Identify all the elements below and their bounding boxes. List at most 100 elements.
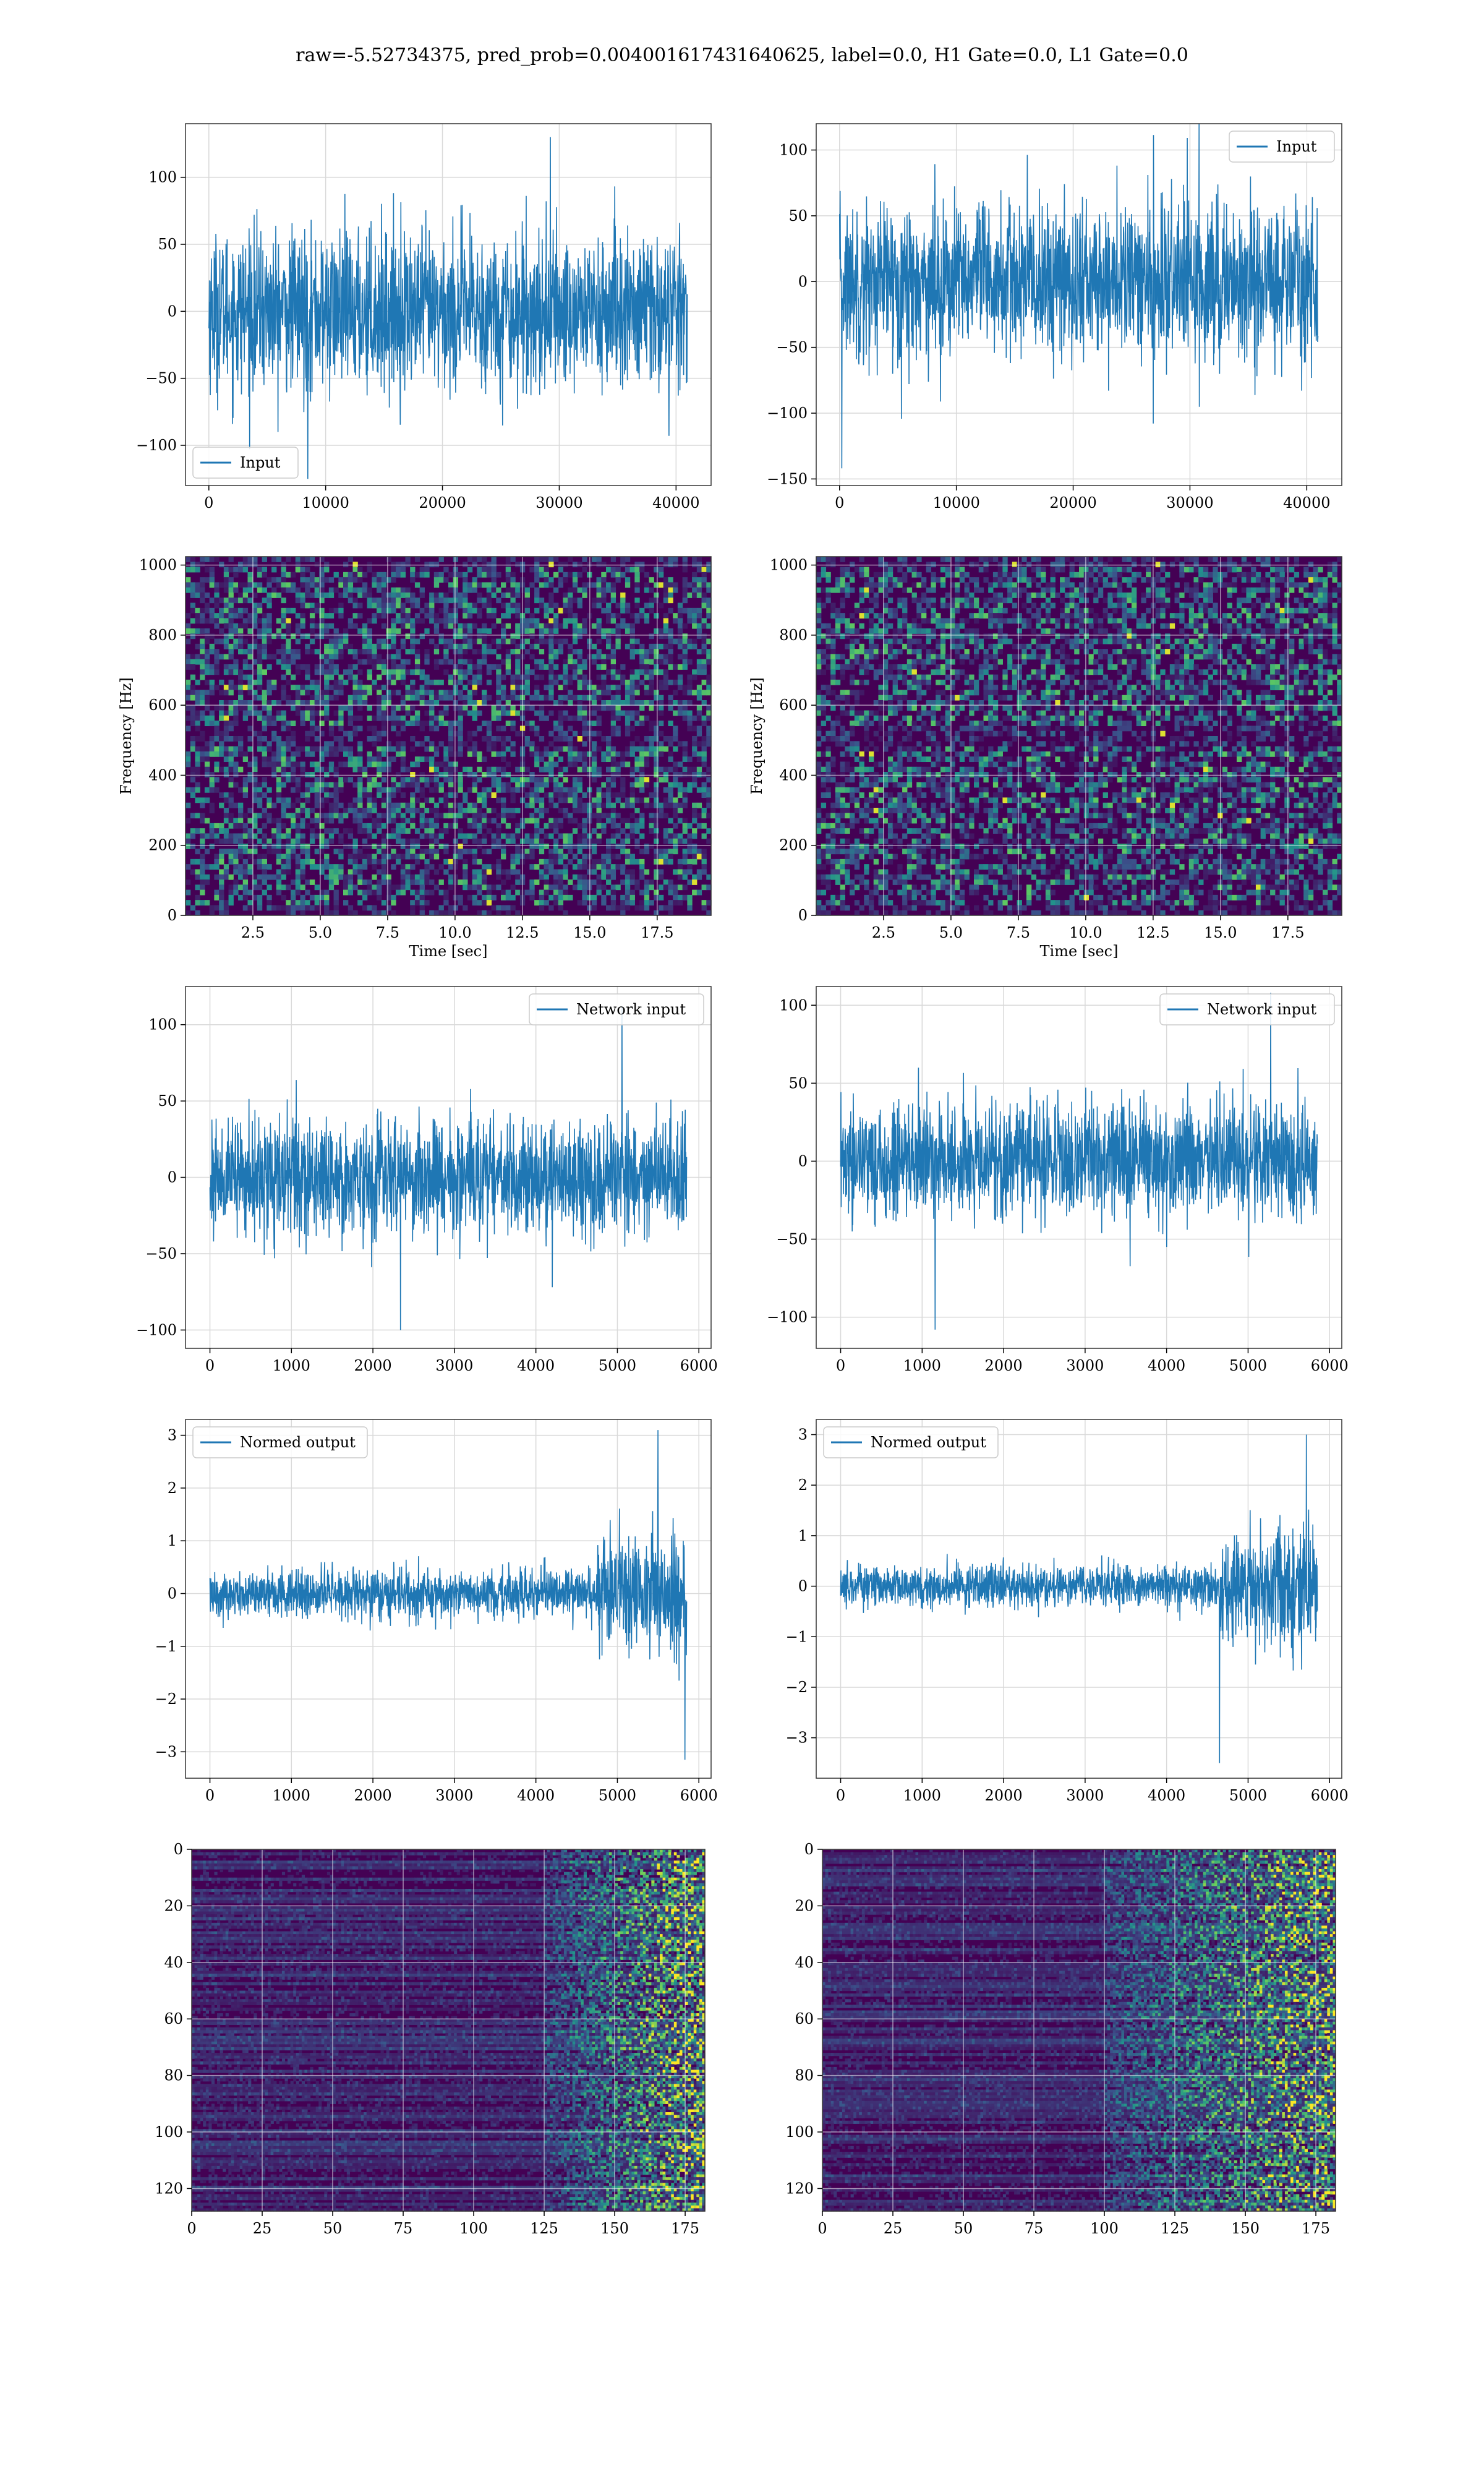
heatmap-cell [568, 813, 573, 818]
heatmap-cell [338, 813, 343, 818]
heatmap-cell [281, 803, 286, 808]
heatmap-cell [639, 823, 644, 829]
heatmap-cell [544, 761, 549, 767]
heatmap-cell [357, 797, 362, 803]
heatmap-cell [702, 644, 707, 649]
heatmap-cell [257, 588, 262, 593]
heatmap-cell [573, 828, 578, 834]
heatmap-cell [573, 797, 578, 803]
heatmap-cell [296, 751, 301, 757]
heatmap-cell [372, 818, 377, 824]
heatmap-cell [377, 782, 382, 788]
heatmap-cell [238, 751, 243, 757]
heatmap-cell [415, 639, 420, 644]
heatmap-cell [515, 654, 520, 659]
heatmap-cell [195, 659, 200, 665]
heatmap-cell [563, 736, 568, 742]
heatmap-cell [458, 777, 463, 782]
heatmap-cell [668, 782, 673, 788]
heatmap-cell [525, 669, 530, 675]
heatmap-cell [329, 639, 334, 644]
heatmap-cell [597, 797, 602, 803]
heatmap-cell [697, 669, 702, 675]
heatmap-cell [210, 582, 215, 588]
heatmap-cell [510, 577, 515, 583]
heatmap-cell [200, 731, 205, 737]
heatmap-cell [424, 685, 429, 690]
heatmap-cell [472, 623, 477, 629]
heatmap-cell [506, 639, 511, 644]
heatmap-cell [219, 597, 224, 603]
heatmap-cell [305, 675, 310, 680]
heatmap-cell [606, 608, 611, 614]
heatmap-cell [553, 726, 558, 731]
heatmap-cell [434, 628, 439, 634]
heatmap-cell [615, 716, 620, 721]
heatmap-cell [615, 613, 620, 618]
heatmap-cell [305, 690, 310, 695]
heatmap-cell [338, 649, 343, 654]
heatmap-cell [553, 572, 558, 578]
heatmap-cell [510, 675, 515, 680]
heatmap-cell [195, 582, 200, 588]
heatmap-cell [377, 690, 382, 695]
heatmap-cell [654, 597, 659, 603]
heatmap-cell [243, 618, 248, 623]
heatmap-cell [578, 664, 582, 670]
heatmap-cell [386, 767, 391, 773]
heatmap-cell [634, 572, 639, 578]
heatmap-cell [190, 828, 195, 834]
heatmap-cell [458, 787, 463, 793]
heatmap-cell [276, 736, 281, 742]
heatmap-cell [329, 659, 334, 665]
heatmap-cell [324, 669, 329, 675]
heatmap-cell [611, 747, 616, 752]
heatmap-cell [501, 639, 506, 644]
heatmap-cell [338, 741, 343, 747]
heatmap-cell [281, 623, 286, 629]
heatmap-cell [238, 818, 243, 824]
heatmap-cell [448, 782, 453, 788]
heatmap-cell [315, 669, 320, 675]
heatmap-cell [467, 664, 472, 670]
heatmap-cell [410, 782, 415, 788]
heatmap-cell [615, 639, 620, 644]
heatmap-cell [644, 664, 649, 670]
heatmap-cell [472, 803, 477, 808]
heatmap-cell [606, 690, 611, 695]
heatmap-cell [386, 603, 391, 609]
heatmap-cell [291, 818, 296, 824]
heatmap-cell [492, 772, 497, 777]
heatmap-cell [210, 803, 215, 808]
heatmap-cell [276, 777, 281, 782]
heatmap-cell [548, 669, 553, 675]
heatmap-cell [348, 751, 353, 757]
heatmap-cell [601, 690, 606, 695]
heatmap-cell [338, 577, 343, 583]
heatmap-cell [205, 608, 210, 614]
heatmap-cell [678, 705, 683, 711]
heatmap-cell [377, 603, 382, 609]
heatmap-cell [615, 797, 620, 803]
heatmap-cell [668, 787, 673, 793]
heatmap-cell [467, 623, 472, 629]
heatmap-cell [525, 588, 530, 593]
heatmap-cell [415, 654, 420, 659]
chart-l1-input: Input0 10000 20000 30000 40000−150−100−50050… [767, 124, 1342, 511]
heatmap-cell [597, 603, 602, 609]
heatmap-cell [683, 705, 688, 711]
heatmap-cell [324, 747, 329, 752]
heatmap-cell [467, 818, 472, 824]
heatmap-cell [276, 747, 281, 752]
heatmap-cell [592, 767, 597, 773]
heatmap-cell [563, 597, 568, 603]
heatmap-cell [697, 726, 702, 731]
heatmap-cell [352, 761, 357, 767]
heatmap-cell [357, 751, 362, 757]
heatmap-cell [324, 767, 329, 773]
heatmap-cell [281, 613, 286, 618]
heatmap-cell [553, 736, 558, 742]
heatmap-cell [592, 761, 597, 767]
heatmap-cell [525, 736, 530, 742]
heatmap-cell [463, 813, 467, 818]
